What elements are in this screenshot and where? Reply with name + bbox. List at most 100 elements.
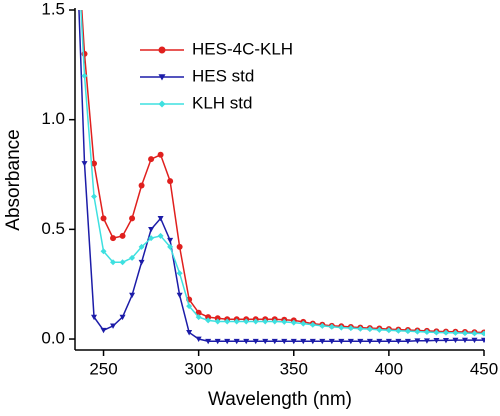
data-point	[81, 72, 88, 79]
data-point	[328, 323, 335, 330]
data-point	[319, 322, 326, 329]
data-point	[100, 215, 107, 222]
data-point	[148, 235, 155, 242]
data-point	[157, 151, 164, 158]
data-point	[300, 338, 307, 345]
data-point	[252, 318, 259, 325]
data-point	[442, 337, 449, 344]
data-point	[110, 323, 117, 329]
data-point	[214, 318, 221, 325]
x-tick-label: 350	[280, 359, 308, 378]
y-tick-label: 0.0	[41, 329, 65, 348]
x-tick-label: 300	[184, 359, 212, 378]
data-point	[452, 337, 459, 344]
legend-label: HES-4C-KLH	[192, 39, 293, 58]
data-point	[262, 318, 269, 325]
data-point	[461, 330, 468, 337]
data-point	[110, 235, 117, 242]
data-point	[205, 314, 212, 321]
data-point	[148, 156, 155, 163]
data-point	[243, 318, 250, 325]
x-tick-label: 250	[89, 359, 117, 378]
data-point	[157, 232, 164, 239]
data-point	[414, 328, 421, 335]
legend-marker	[158, 100, 166, 108]
data-point	[347, 338, 354, 345]
data-point	[481, 337, 485, 344]
legend-marker	[158, 74, 166, 81]
data-point	[224, 318, 231, 325]
data-point	[186, 330, 193, 336]
data-point	[167, 243, 174, 250]
y-tick-label: 0.5	[41, 219, 65, 238]
data-point	[224, 338, 231, 345]
data-point	[376, 338, 383, 345]
data-point	[471, 330, 478, 337]
data-point	[205, 338, 212, 345]
data-point	[385, 327, 392, 334]
data-point	[129, 254, 136, 261]
data-point	[423, 329, 430, 336]
data-point	[281, 318, 288, 325]
data-point	[262, 338, 269, 345]
data-point	[271, 318, 278, 325]
data-point	[100, 327, 107, 334]
x-axis-label: Wavelength (nm)	[208, 389, 352, 410]
data-point	[205, 317, 212, 324]
x-tick-label: 450	[470, 359, 498, 378]
data-point	[366, 326, 373, 333]
data-point	[91, 160, 98, 167]
data-point	[119, 232, 126, 239]
data-point	[138, 259, 145, 266]
data-point	[481, 330, 485, 337]
data-point	[442, 329, 449, 336]
data-point	[338, 324, 345, 331]
y-axis-label: Absorbance	[3, 129, 24, 230]
data-point	[110, 259, 117, 266]
data-point	[338, 338, 345, 345]
data-point	[452, 329, 459, 336]
data-point	[366, 338, 373, 345]
y-tick-label: 1.5	[41, 0, 65, 18]
data-point	[233, 338, 240, 345]
data-point	[81, 50, 88, 57]
data-point	[138, 243, 145, 250]
data-point	[148, 226, 155, 233]
data-point	[357, 338, 364, 345]
data-point	[414, 338, 421, 344]
data-point	[471, 337, 478, 344]
data-point	[385, 338, 392, 345]
data-point	[186, 303, 193, 310]
legend-label: KLH std	[192, 93, 252, 112]
plot-area	[78, 10, 485, 345]
data-point	[100, 248, 107, 255]
data-point	[300, 320, 307, 327]
data-point	[290, 338, 297, 345]
data-point	[376, 326, 383, 333]
data-point	[214, 315, 221, 322]
data-point	[319, 338, 326, 345]
data-point	[119, 259, 126, 266]
data-point	[138, 182, 145, 189]
data-point	[195, 314, 202, 321]
data-point	[271, 338, 278, 345]
data-point	[395, 338, 402, 345]
data-point	[347, 325, 354, 332]
data-point	[176, 270, 183, 277]
data-point	[309, 338, 316, 345]
data-point	[214, 338, 221, 345]
data-point	[119, 314, 126, 321]
data-point	[167, 237, 174, 244]
data-point	[357, 325, 364, 332]
x-tick-label: 400	[375, 359, 403, 378]
data-point	[243, 338, 250, 345]
data-point	[233, 318, 240, 325]
data-point	[81, 161, 88, 167]
data-point	[461, 337, 468, 344]
data-point	[395, 327, 402, 334]
data-point	[328, 338, 335, 345]
data-point	[281, 338, 288, 345]
data-point	[167, 178, 174, 185]
data-point	[129, 215, 136, 222]
